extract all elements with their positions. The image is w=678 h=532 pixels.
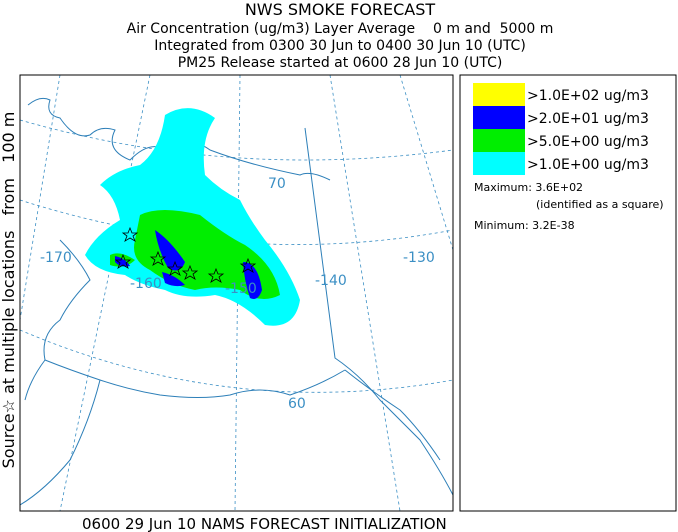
smoke-plume [85, 108, 300, 326]
header-line: PM25 Release started at 0600 28 Jun 10 (… [178, 55, 503, 71]
legend-label: >1.0E+02 ug/m3 [527, 88, 649, 104]
side-label: Source☆ at multiple locations from 100 m [0, 112, 18, 469]
map-label: -170 [40, 250, 72, 266]
map: -170 -160 -150 -140 -130 70 60 [19, 74, 454, 512]
map-label: -150 [225, 281, 257, 297]
legend: >1.0E+02 ug/m3 >2.0E+01 ug/m3 >5.0E+00 u… [459, 74, 677, 512]
footer: 0600 29 Jun 10 NAMS FORECAST INITIALIZAT… [82, 515, 447, 532]
map-label: -130 [403, 250, 435, 266]
sources [114, 226, 257, 283]
maximum: Maximum: 3.6E+02 [474, 181, 583, 194]
legend-swatch [473, 152, 525, 175]
map-label: -140 [315, 273, 347, 289]
map-frame [19, 74, 454, 512]
maximum-note: (identified as a square) [536, 198, 664, 211]
legend-swatch [473, 83, 525, 106]
header-line: Integrated from 0300 30 Jun to 0400 30 J… [154, 38, 526, 54]
map-label: -160 [130, 276, 162, 292]
map-label: 60 [288, 396, 306, 412]
legend-swatch [473, 106, 525, 129]
minimum: Minimum: 3.2E-38 [474, 219, 575, 232]
coastline [20, 97, 453, 506]
legend-frame [459, 74, 677, 512]
legend-label: >1.0E+00 ug/m3 [527, 157, 649, 173]
legend-swatch [473, 129, 525, 152]
legend-label: >5.0E+00 ug/m3 [527, 134, 649, 150]
legend-label: >2.0E+01 ug/m3 [527, 111, 649, 127]
header-line: Air Concentration (ug/m3) Layer Average … [127, 21, 554, 37]
title: NWS SMOKE FORECAST [245, 0, 436, 19]
map-label: 70 [268, 176, 286, 192]
